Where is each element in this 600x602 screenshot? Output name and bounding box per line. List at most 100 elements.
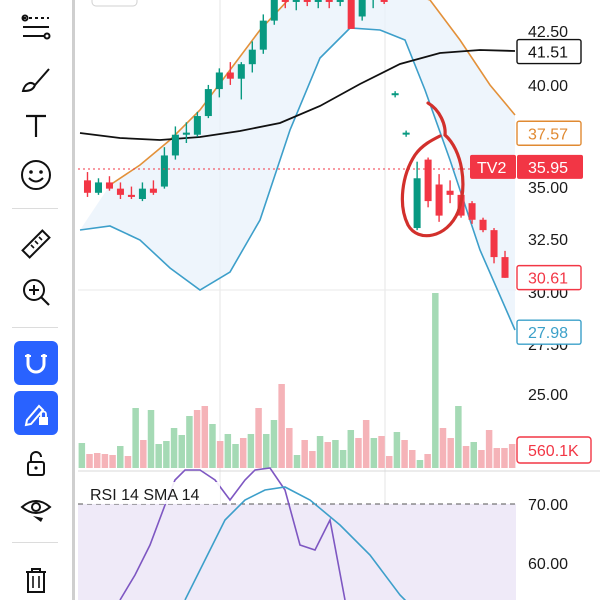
volume-bar	[170, 428, 178, 468]
candle-body	[237, 64, 245, 79]
emoji-icon[interactable]	[14, 153, 58, 197]
volume-bar	[355, 438, 362, 468]
magnet-icon[interactable]	[14, 341, 58, 385]
candle-body	[303, 0, 311, 2]
volume-bar	[332, 440, 339, 468]
zoom-in-icon[interactable]	[14, 270, 58, 314]
volume-bar	[132, 408, 139, 468]
volume-bar	[278, 384, 285, 468]
volume-bar	[86, 454, 93, 468]
candle-body	[94, 182, 102, 193]
candle-body	[314, 0, 322, 2]
volume-bar	[478, 450, 485, 468]
candle-body	[215, 72, 223, 90]
volume-bar	[378, 436, 385, 468]
volume-bar	[362, 420, 370, 468]
candle-body	[259, 20, 267, 50]
price-tick-label: 42.50	[528, 24, 568, 41]
candle-body	[402, 132, 410, 135]
price-tick-label: 25.00	[528, 387, 568, 404]
volume-bar	[109, 455, 116, 468]
volume-bar	[78, 443, 86, 468]
price-tick-label: 35.00	[528, 180, 568, 197]
tv2-tag-background	[470, 154, 516, 179]
price-tag-background	[516, 264, 582, 291]
volume-bar	[485, 430, 493, 468]
volume-bar	[255, 408, 262, 468]
volume-bar	[301, 440, 308, 468]
volume-bar	[186, 416, 193, 468]
candle-body	[336, 0, 344, 2]
candle-body	[380, 0, 388, 2]
price-tag-background	[516, 120, 582, 146]
candle-body	[347, 0, 355, 29]
volume-last-tag: 560.1K	[516, 436, 592, 464]
rsi-legend-label: RSI 14 SMA 14	[90, 487, 199, 504]
candle-body	[226, 72, 234, 79]
volume-bar	[439, 428, 447, 468]
text-tool-icon[interactable]	[14, 104, 58, 148]
volume-bar	[239, 438, 247, 468]
trash-icon[interactable]	[14, 558, 58, 602]
volume-bar	[93, 453, 101, 468]
price-tag-background	[517, 154, 583, 179]
candle-body	[193, 116, 201, 135]
candle-body	[171, 134, 179, 156]
rsi-band-fill	[78, 504, 516, 600]
toolbar-border	[72, 0, 75, 600]
unlock-icon[interactable]	[14, 441, 58, 485]
volume-bar	[447, 438, 454, 468]
ruler-icon[interactable]	[14, 222, 58, 266]
candle-body	[358, 0, 366, 17]
candle-body	[490, 230, 498, 258]
price-tag-background	[516, 319, 582, 345]
volume-bar	[339, 450, 347, 468]
volume-bar	[224, 434, 232, 468]
volume-bar	[263, 434, 270, 468]
price-tags: 41.51 37.57 TV2 35.95 30.61 27.98	[470, 38, 583, 345]
volume-bar	[316, 436, 324, 468]
trend-line-tools-icon[interactable]	[14, 5, 58, 49]
legend-toggle-button[interactable]	[91, 0, 138, 7]
candle-body	[270, 0, 278, 21]
volume-bar	[401, 440, 408, 468]
rsi-axis: 70.00 60.00	[528, 497, 568, 573]
toolbar-separator	[12, 542, 58, 543]
volume-bar	[370, 438, 378, 468]
bollinger-lower-band	[79, 27, 516, 331]
price-tag-label: 41.51	[528, 45, 568, 62]
volume-bar	[293, 455, 301, 468]
volume-bar	[155, 444, 162, 468]
price-tick-label: 32.50	[528, 232, 568, 249]
volume-bar	[455, 406, 462, 468]
rsi-tick-label: 70.00	[528, 497, 568, 514]
volume-bar	[470, 442, 477, 468]
candle-body	[204, 89, 212, 117]
candle-body	[138, 188, 146, 200]
volume-bar	[409, 450, 416, 468]
candle-body	[479, 219, 487, 231]
volume-bar	[232, 444, 239, 468]
candle-body	[160, 155, 168, 187]
price-tag-label: 37.57	[528, 126, 568, 143]
candle-body	[424, 159, 432, 202]
lock-drawing-icon[interactable]	[14, 391, 58, 435]
brush-icon[interactable]	[14, 58, 58, 102]
volume-bar	[147, 410, 155, 468]
rsi-tick-label: 60.00	[528, 556, 568, 573]
volume-bar	[462, 446, 470, 468]
candle-body	[446, 190, 454, 195]
hand-drawn-circle-annotation[interactable]	[400, 101, 465, 238]
toolbar-separator	[12, 327, 58, 328]
volume-bar	[347, 430, 355, 468]
candle-body	[149, 188, 157, 193]
volume-bar	[324, 442, 331, 468]
candle-body	[435, 184, 443, 216]
volume-bar	[193, 410, 201, 468]
candle-body	[468, 203, 476, 220]
eye-icon[interactable]	[14, 487, 58, 531]
volume-bar	[501, 448, 508, 468]
candle-body	[116, 188, 124, 195]
